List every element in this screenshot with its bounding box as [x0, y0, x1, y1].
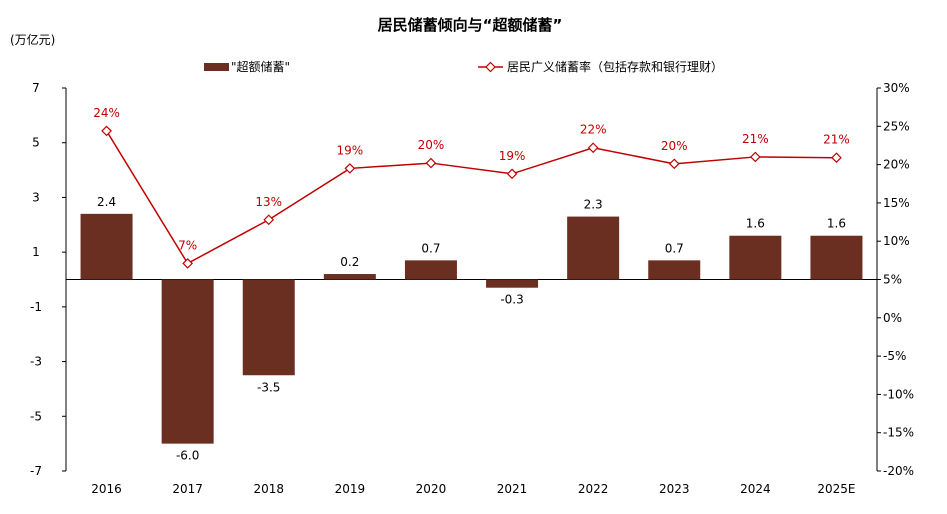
line-series	[105, 130, 837, 265]
legend-line-label: 居民广义储蓄率（包括存款和银行理财）	[507, 59, 723, 74]
right-tick-label: -5%	[883, 349, 906, 363]
bar	[810, 235, 863, 280]
line-marker	[750, 151, 761, 163]
bar	[161, 279, 214, 444]
line-data-label: 19%	[337, 143, 364, 157]
left-tick-label: 5	[32, 136, 40, 150]
line-marker	[506, 168, 518, 180]
bar-data-label: -0.3	[500, 293, 523, 307]
bar	[242, 279, 295, 376]
right-tick-label: 25%	[883, 119, 910, 133]
bar-data-label: 0.7	[421, 241, 440, 255]
x-tick-label: 2016	[91, 482, 122, 496]
bar-data-label: -3.5	[257, 380, 280, 394]
right-tick-label: -20%	[883, 464, 914, 478]
left-tick-label: -7	[30, 464, 42, 478]
right-tick-label: 20%	[883, 158, 910, 172]
left-axis-unit: (万亿元)	[10, 32, 55, 47]
right-tick-label: 0%	[883, 311, 902, 325]
line-data-label: 24%	[93, 106, 120, 120]
line-data-label: 19%	[499, 149, 526, 163]
bar	[80, 213, 133, 280]
x-tick-label: 2018	[253, 482, 284, 496]
bar-data-label: 2.3	[584, 198, 603, 212]
x-tick-label: 2023	[659, 482, 690, 496]
line-data-label: 20%	[418, 138, 445, 152]
x-tick-label: 2020	[416, 482, 447, 496]
right-tick-label: 30%	[883, 81, 910, 95]
left-tick-label: 7	[32, 81, 40, 95]
bar	[648, 260, 701, 280]
x-tick-label: 2021	[497, 482, 528, 496]
bar-data-label: 0.7	[665, 241, 684, 255]
bar	[567, 216, 620, 280]
x-tick-label: 2025E	[817, 482, 855, 496]
line-data-label: 20%	[661, 139, 688, 153]
x-tick-label: 2024	[740, 482, 771, 496]
bar	[404, 260, 457, 280]
line-marker	[831, 152, 842, 164]
line-marker	[344, 163, 356, 174]
left-tick-label: 1	[32, 245, 40, 259]
right-tick-label: -15%	[883, 426, 914, 440]
legend-bar-label: "超额储蓄"	[231, 59, 290, 74]
bar-data-label: 0.2	[340, 255, 359, 269]
bar	[486, 279, 539, 288]
bar-data-label: -6.0	[176, 449, 199, 463]
left-tick-label: -5	[30, 409, 42, 423]
line-marker	[101, 125, 112, 137]
line-data-label: 21%	[823, 133, 850, 147]
bar-data-label: 1.6	[827, 217, 846, 231]
bar	[323, 274, 376, 280]
legend-line-marker	[485, 61, 496, 73]
x-tick-label: 2022	[578, 482, 609, 496]
bar-data-label: 2.4	[97, 195, 116, 209]
line-marker	[587, 142, 599, 154]
line-marker	[425, 157, 437, 169]
left-tick-label: 3	[32, 190, 40, 204]
line-marker	[182, 258, 193, 269]
legend: "超额储蓄" 居民广义储蓄率（包括存款和银行理财）	[204, 59, 723, 74]
legend-bar-swatch	[204, 63, 229, 71]
bar	[729, 235, 782, 280]
line-data-label: 13%	[255, 195, 282, 209]
line-data-label: 22%	[580, 123, 607, 137]
right-tick-label: 5%	[883, 273, 902, 287]
line-data-label: 7%	[178, 238, 197, 252]
line-data-label: 21%	[742, 132, 769, 146]
line-marker	[263, 214, 275, 226]
bar-data-label: 1.6	[746, 217, 765, 231]
line-marker	[668, 158, 680, 170]
right-tick-label: -10%	[883, 387, 914, 401]
right-tick-label: 10%	[883, 234, 910, 248]
chart-title: 居民储蓄倾向与“超额储蓄”	[378, 16, 563, 34]
left-tick-label: -1	[30, 300, 42, 314]
left-tick-label: -3	[30, 355, 42, 369]
right-tick-label: 15%	[883, 196, 910, 210]
x-tick-label: 2019	[335, 482, 366, 496]
x-tick-label: 2017	[172, 482, 203, 496]
